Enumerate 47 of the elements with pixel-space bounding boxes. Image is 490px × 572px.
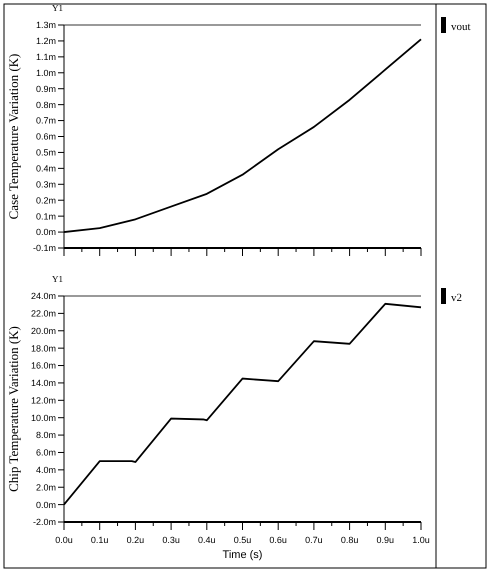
x-tick-label: 0.1u <box>90 535 108 545</box>
x-tick-label: 0.7u <box>305 535 323 545</box>
y-tick-label: 0.0m <box>36 227 56 238</box>
y-tick-label: 6.0m <box>36 448 56 458</box>
y-tick-label: 2.0m <box>36 482 56 492</box>
y-tick-label: 0.1m <box>36 211 56 222</box>
y-tick-label: 0.2m <box>36 195 56 206</box>
y-tick-label: 1.3m <box>36 20 56 30</box>
y-tick-label: 0.6m <box>36 132 56 142</box>
y-tick-label: 0.4m <box>36 164 56 174</box>
y-tick-label: 22.0m <box>30 308 56 319</box>
x-tick-label: 0.0u <box>55 535 73 545</box>
text: Y1 <box>52 3 63 13</box>
y-axis-title: Chip Temperature Variation (K) <box>6 326 21 492</box>
text: Y1 <box>52 274 63 284</box>
x-tick-label: 1.0u <box>412 535 430 545</box>
y-tick-label: 10.0m <box>30 412 56 423</box>
y-tick-label: -2.0m <box>32 517 56 528</box>
y-tick-label: 16.0m <box>30 360 56 371</box>
x-tick-label: 0.3u <box>162 535 180 545</box>
y-tick-label: 1.0m <box>36 68 56 78</box>
y-tick-label: 4.0m <box>36 464 56 475</box>
y-tick-label: 14.0m <box>30 378 56 388</box>
y-tick-label: 12.0m <box>30 395 56 406</box>
x-tick-label: 0.8u <box>340 535 358 545</box>
x-tick-label: 0.5u <box>234 535 252 545</box>
y-tick-label: 0.8m <box>36 100 56 110</box>
y-tick-label: 0.5m <box>36 148 56 158</box>
y-tick-label: 24.0m <box>30 291 56 302</box>
x-tick-label: 0.9u <box>376 535 394 545</box>
x-tick-label: 0.4u <box>198 535 216 545</box>
x-tick-label: 0.6u <box>269 535 287 545</box>
y-tick-label: 0.7m <box>36 116 56 126</box>
y-axis-title: Case Temperature Variation (K) <box>6 54 21 220</box>
y-tick-label: 18.0m <box>30 343 56 354</box>
legend-label: v2 <box>451 292 462 304</box>
legend-label: vout <box>451 20 471 33</box>
x-tick-label: 0.2u <box>126 535 144 545</box>
y-tick-label: 0.0m <box>36 500 56 510</box>
y-tick-label: 1.1m <box>36 52 56 62</box>
y-tick-label: 8.0m <box>36 430 56 440</box>
y-tick-label: 0.9m <box>36 84 56 94</box>
x-axis-title: Time (s) <box>222 549 262 561</box>
y-tick-label: 20.0m <box>30 326 56 336</box>
y-tick-label: -0.1m <box>32 243 56 254</box>
y-tick-label: 0.3m <box>36 179 56 190</box>
y-tick-label: 1.2m <box>36 36 56 46</box>
